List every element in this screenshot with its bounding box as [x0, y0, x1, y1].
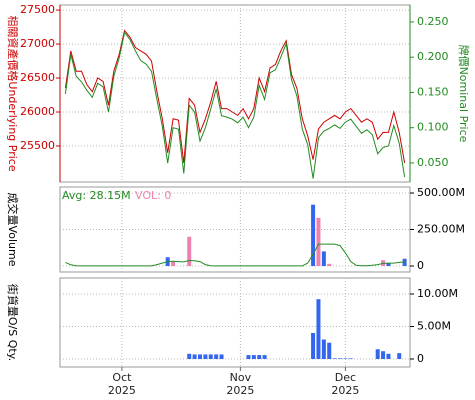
bar: [316, 217, 321, 267]
bar: [219, 354, 224, 360]
bar: [327, 263, 332, 267]
y-tick-label: 26000: [20, 105, 55, 118]
bar: [397, 353, 402, 360]
bar: [171, 261, 176, 267]
y2-tick-label: 0.050: [417, 156, 449, 169]
bar: [246, 355, 251, 360]
y2-axis-title: 牌價Nominal Price: [457, 45, 471, 143]
bar: [187, 236, 192, 267]
bar: [208, 354, 213, 360]
bar: [203, 354, 208, 360]
x-tick-label: 2025: [226, 384, 254, 397]
x-tick-label: 2025: [108, 384, 136, 397]
y2-tick-label: 0: [417, 259, 424, 272]
bar: [198, 354, 202, 360]
bar: [251, 355, 256, 360]
bar: [262, 355, 267, 360]
bar: [386, 353, 391, 360]
bar: [311, 204, 316, 267]
bar: [375, 349, 380, 360]
bar: [311, 332, 316, 360]
y-axis-title: 相關資產價格Underlying Price: [6, 15, 20, 171]
y2-tick-label: 500.00M: [417, 186, 465, 199]
bar: [321, 251, 326, 267]
y-tick-label: 26500: [20, 71, 55, 84]
series-line: [64, 31, 406, 179]
avg-label: Avg: 28.15M: [62, 189, 131, 202]
bar: [214, 354, 219, 360]
x-tick-label: Oct: [112, 371, 132, 384]
plot-frame: [59, 4, 411, 183]
x-tick-label: Dec: [335, 371, 356, 384]
y2-tick-label: 0.250: [417, 15, 449, 28]
series-line: [64, 29, 406, 164]
y-tick-label: 27000: [20, 37, 55, 50]
y2-tick-label: 0.150: [417, 85, 449, 98]
bar: [257, 355, 262, 360]
bar: [386, 263, 391, 267]
y-axis-title: 街貨量O/S Qty.: [6, 284, 20, 361]
x-tick-label: Nov: [230, 371, 252, 384]
y-tick-label: 27500: [20, 3, 55, 16]
bar: [338, 358, 342, 360]
bar: [348, 358, 353, 360]
vol-label: VOL: 0: [135, 189, 171, 202]
bar: [192, 354, 197, 360]
y2-tick-label: 0: [417, 352, 424, 365]
y2-tick-label: 5.00M: [417, 319, 451, 332]
y2-tick-label: 0.100: [417, 121, 449, 134]
y2-tick-label: 10.00M: [417, 287, 458, 300]
series-line: [65, 243, 405, 267]
bar: [343, 358, 348, 360]
bar: [321, 339, 326, 360]
x-tick-label: 2025: [331, 384, 359, 397]
y2-tick-label: 250.00M: [417, 223, 465, 236]
bar: [381, 351, 386, 360]
bar: [327, 342, 332, 360]
bar: [332, 358, 337, 360]
y-tick-label: 25500: [20, 139, 55, 152]
plot-frame: [59, 277, 411, 368]
y2-tick-label: 0.200: [417, 50, 449, 63]
y-axis-title: 成交量Volume: [6, 193, 20, 267]
bar: [316, 299, 321, 360]
bar: [187, 353, 192, 360]
